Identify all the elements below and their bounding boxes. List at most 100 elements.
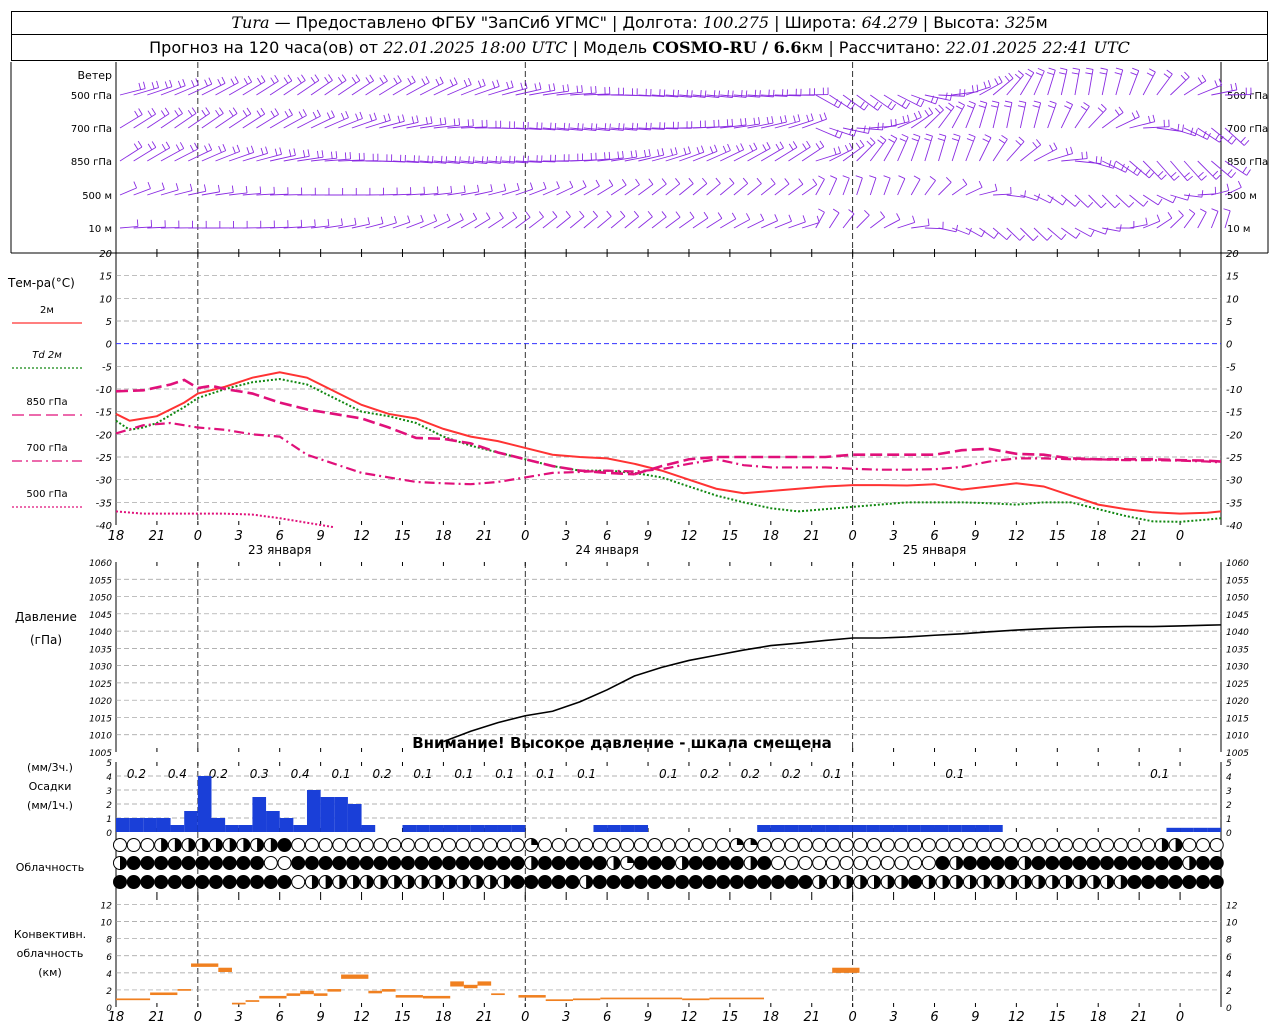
cloud-symbol — [551, 875, 566, 889]
cloud-symbol — [167, 856, 182, 870]
precip-3h-value: 0.2 — [782, 767, 801, 781]
wind-barb-flag — [340, 218, 343, 226]
wind-barb-flag — [647, 210, 653, 218]
cloud-symbol — [949, 838, 964, 852]
wind-barb-flag — [246, 147, 250, 155]
conv-ytick-label: 0 — [106, 1004, 112, 1014]
wind-barb-flag — [753, 142, 758, 150]
wind-barb-flag — [328, 74, 333, 81]
wind-barb-flag — [195, 78, 199, 86]
wind-barb-flag — [633, 210, 640, 217]
wind-barb-flag — [1099, 72, 1107, 75]
cloud-symbol — [757, 856, 772, 870]
conv-cloud-bar — [231, 1002, 246, 1005]
cloud-symbol — [1209, 875, 1224, 889]
conv-cloud-bar — [682, 998, 710, 1001]
cloud-symbol — [867, 838, 882, 852]
cloud-symbol — [839, 838, 854, 852]
pressure-ytick-label-right: 1055 — [1226, 576, 1249, 586]
precip-bar — [211, 818, 226, 832]
cloud-symbol-fill — [421, 875, 429, 889]
wind-barb-flag — [729, 177, 735, 184]
temp-ytick-label-right: -25 — [1226, 453, 1242, 464]
cloud-symbol — [496, 838, 511, 852]
wind-barb — [119, 226, 138, 229]
cloud-symbol-fill — [750, 838, 758, 845]
wind-barb — [433, 83, 458, 96]
wind-barb-flag — [746, 213, 751, 220]
temp-ytick-label-right: -20 — [1226, 430, 1242, 441]
wind-barb-flag — [499, 212, 504, 219]
wind-barb-flag — [161, 182, 165, 190]
wind-barb-flag — [156, 80, 159, 88]
precip-bar — [784, 825, 799, 832]
precip-bar — [457, 825, 471, 832]
precipitation-panel: 5 5 4 4 3 3 2 2 1 1 0 0 (мм/3ч.) Осадки (мм/1ч.) 0.2 0.4… — [27, 759, 1232, 839]
precip-ytick-label-right: 3 — [1226, 787, 1232, 797]
wind-barb-flag — [337, 76, 343, 84]
wind-barb — [733, 148, 758, 162]
wind-barb-flag — [477, 80, 482, 88]
wind-barb — [1033, 194, 1051, 204]
precip-bar — [607, 825, 621, 832]
wind-barb — [269, 114, 293, 129]
wind-barb — [1061, 227, 1077, 239]
wind-barb-flag — [1145, 169, 1151, 176]
wind-barb-flag — [604, 152, 606, 160]
wind-barb-flag — [274, 108, 279, 115]
conv-ytick-label-right: 4 — [1226, 970, 1232, 980]
cloud-symbol-fill — [407, 875, 415, 889]
cloud-symbol-fill — [311, 875, 319, 889]
wind-barb-flag — [590, 86, 592, 94]
cloud-symbol-fill — [325, 875, 333, 889]
wind-barb — [1060, 104, 1074, 129]
wind-barb-flag — [444, 117, 447, 125]
wind-barb — [528, 216, 544, 229]
wind-barb-flag — [1207, 132, 1211, 140]
cloud-symbol — [1113, 856, 1128, 870]
wind-barb — [419, 82, 444, 96]
wind-barb — [938, 181, 952, 196]
cloud-symbol — [154, 875, 169, 889]
cloud-symbol — [812, 838, 827, 852]
wind-barb — [583, 216, 598, 229]
wind-barb-flag — [888, 138, 895, 143]
wind-barb — [392, 193, 411, 196]
wind-barb-flag — [1100, 202, 1107, 209]
wind-barb-flag — [472, 119, 474, 127]
wind-barb — [1061, 194, 1076, 207]
wind-barb-flag — [595, 86, 597, 94]
wind-barb — [1019, 72, 1035, 96]
wind-barb — [1115, 194, 1130, 208]
wind-barb — [569, 186, 587, 196]
wind-barb — [1006, 194, 1025, 198]
cloud-symbol — [853, 856, 868, 870]
wind-barb-flag — [890, 119, 893, 127]
wind-barb — [679, 183, 694, 196]
wind-barb — [1184, 194, 1202, 198]
cloud-symbol-fill — [215, 838, 223, 852]
wind-barb — [1019, 102, 1027, 129]
cloud-symbol — [1045, 838, 1060, 852]
wind-barb — [747, 147, 771, 162]
wind-barb — [842, 177, 850, 196]
pressure-ytick-label: 1050 — [89, 594, 112, 604]
wind-barb — [869, 139, 887, 162]
cloud-symbol-fill — [449, 875, 456, 889]
cloud-symbol — [113, 875, 127, 889]
wind-barb-flag — [365, 77, 371, 84]
wind-level-label: 500 гПа — [71, 91, 112, 102]
wind-barb-flag — [606, 210, 612, 217]
wind-barb — [256, 114, 279, 129]
wind-barb — [1047, 227, 1062, 241]
wind-barb — [692, 217, 709, 229]
conv-cloud-bar — [395, 995, 423, 998]
wind-barb — [665, 152, 691, 162]
wind-barb-flag — [256, 110, 262, 117]
time-axis-tick-label: 0 — [194, 529, 202, 544]
wind-level-label-right: 850 гПа — [1227, 157, 1268, 168]
cloud-symbol — [1168, 875, 1183, 889]
cloud-symbol-fill — [490, 875, 497, 889]
wind-barb-flag — [727, 143, 731, 151]
cloud-symbol — [1154, 856, 1169, 870]
